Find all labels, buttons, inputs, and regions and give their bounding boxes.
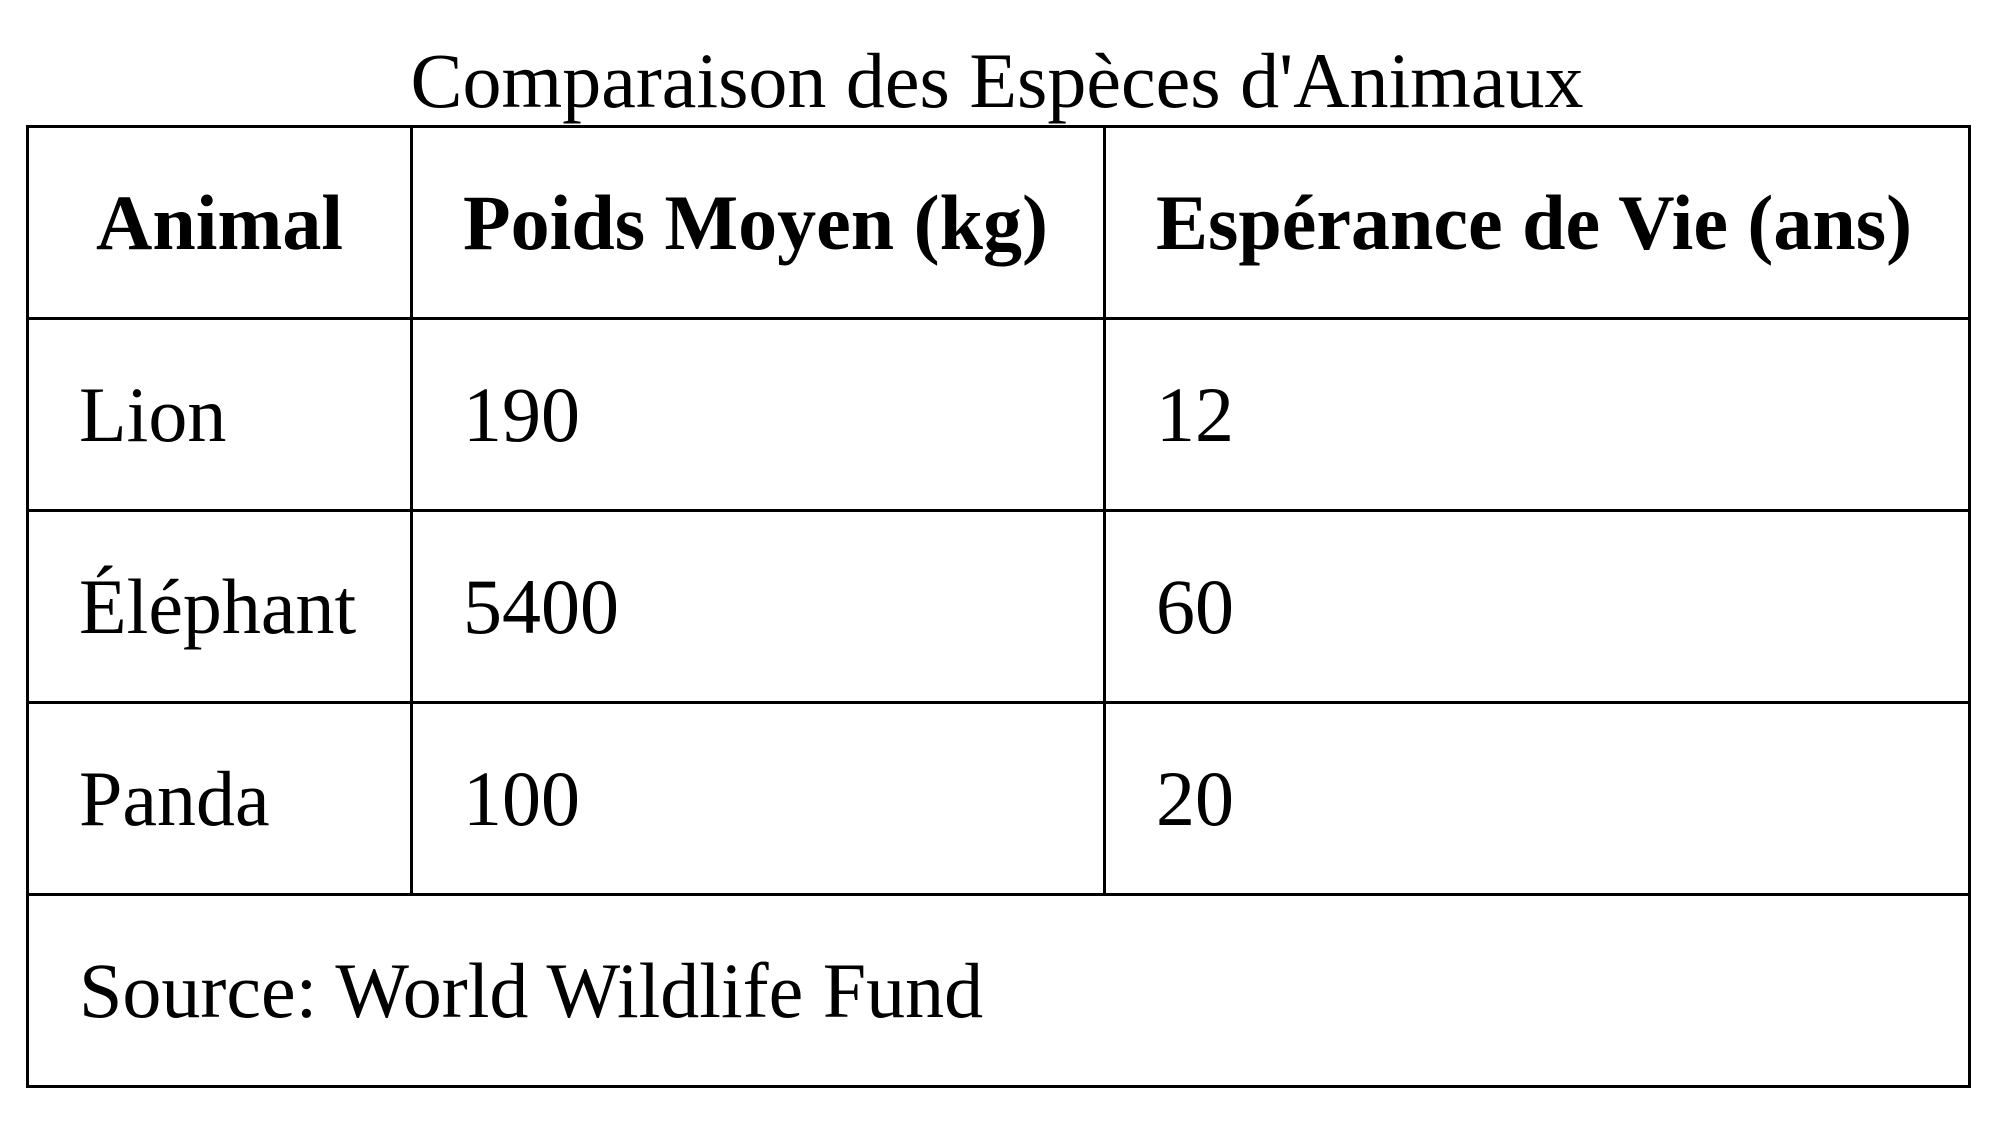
cell-life-expectancy: 12 xyxy=(1103,317,1971,512)
source-note: Source: World Wildlife Fund xyxy=(26,893,1971,1088)
cell-animal: Panda xyxy=(26,701,413,896)
header-average-weight: Poids Moyen (kg) xyxy=(410,125,1106,320)
table-caption: Comparaison des Espèces d'Animaux xyxy=(410,37,1584,124)
header-life-expectancy: Espérance de Vie (ans) xyxy=(1103,125,1971,320)
table-row: Éléphant 5400 60 xyxy=(26,509,1971,704)
cell-weight: 190 xyxy=(410,317,1106,512)
cell-weight: 5400 xyxy=(410,509,1106,704)
header-animal: Animal xyxy=(26,125,413,320)
cell-life-expectancy: 60 xyxy=(1103,509,1971,704)
table-row: Lion 190 12 xyxy=(26,317,1971,512)
cell-animal: Lion xyxy=(26,317,413,512)
cell-life-expectancy: 20 xyxy=(1103,701,1971,896)
table-row: Panda 100 20 xyxy=(26,701,1971,896)
animal-comparison-table: Animal Poids Moyen (kg) Espérance de Vie… xyxy=(26,125,1971,1088)
table-header-row: Animal Poids Moyen (kg) Espérance de Vie… xyxy=(26,125,1971,320)
cell-animal: Éléphant xyxy=(26,509,413,704)
cell-weight: 100 xyxy=(410,701,1106,896)
table-footer-row: Source: World Wildlife Fund xyxy=(26,893,1971,1088)
